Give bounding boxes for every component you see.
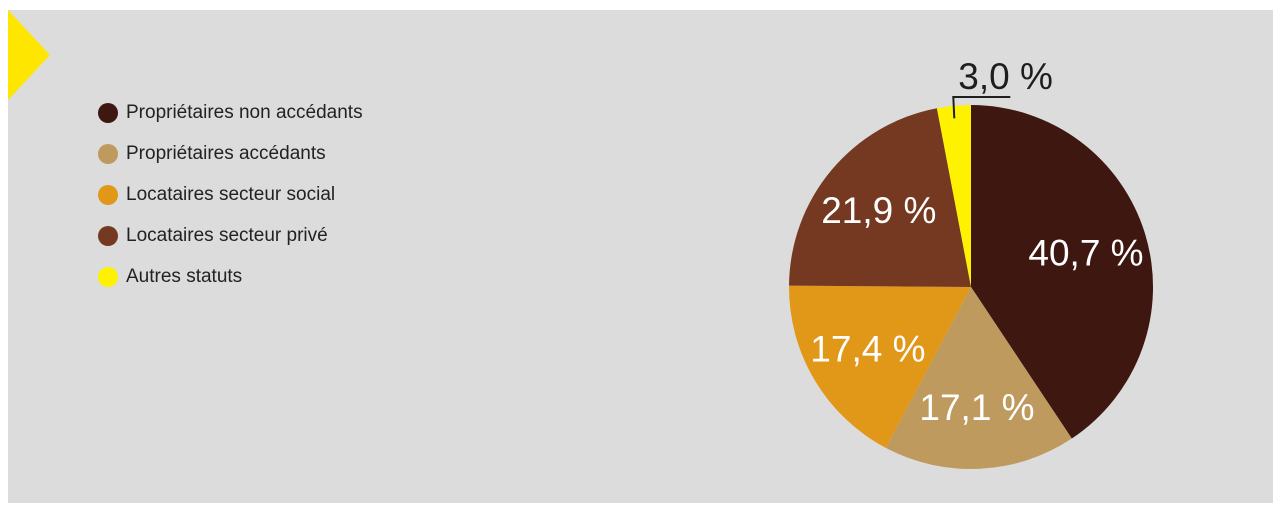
legend-item: Propriétaires accédants — [98, 133, 363, 174]
legend-label: Locataires secteur privé — [126, 224, 328, 246]
chart-legend: Propriétaires non accédants Propriétaires… — [98, 92, 363, 297]
legend-swatch — [98, 102, 118, 123]
legend-swatch — [98, 143, 118, 164]
legend-label: Locataires secteur social — [126, 183, 336, 205]
slice-value-label: 3,0 % — [958, 56, 1053, 97]
legend-label: Autres statuts — [126, 265, 243, 287]
legend-item: Locataires secteur privé — [98, 215, 363, 256]
pie-slice — [936, 105, 971, 287]
legend-label: Propriétaires accédants — [126, 142, 326, 164]
legend-swatch — [98, 184, 118, 205]
pie-slice — [971, 105, 1154, 439]
pie-slice — [789, 285, 971, 448]
legend-swatch — [98, 266, 118, 287]
legend-item: Autres statuts — [98, 256, 363, 297]
pie-slice — [789, 108, 971, 287]
callout-leader-line — [952, 96, 1011, 119]
slice-value-label: 40,7 % — [1028, 232, 1143, 273]
legend-swatch — [98, 225, 118, 246]
pie-slice — [885, 287, 1072, 470]
legend-label: Propriétaires non accédants — [126, 101, 363, 123]
slice-value-label: 17,1 % — [919, 387, 1034, 428]
legend-item: Locataires secteur social — [98, 174, 363, 215]
corner-triangle-marker — [8, 10, 50, 100]
legend-item: Propriétaires non accédants — [98, 92, 363, 133]
slice-value-label: 17,4 % — [810, 329, 925, 370]
slice-value-label: 21,9 % — [821, 190, 936, 231]
